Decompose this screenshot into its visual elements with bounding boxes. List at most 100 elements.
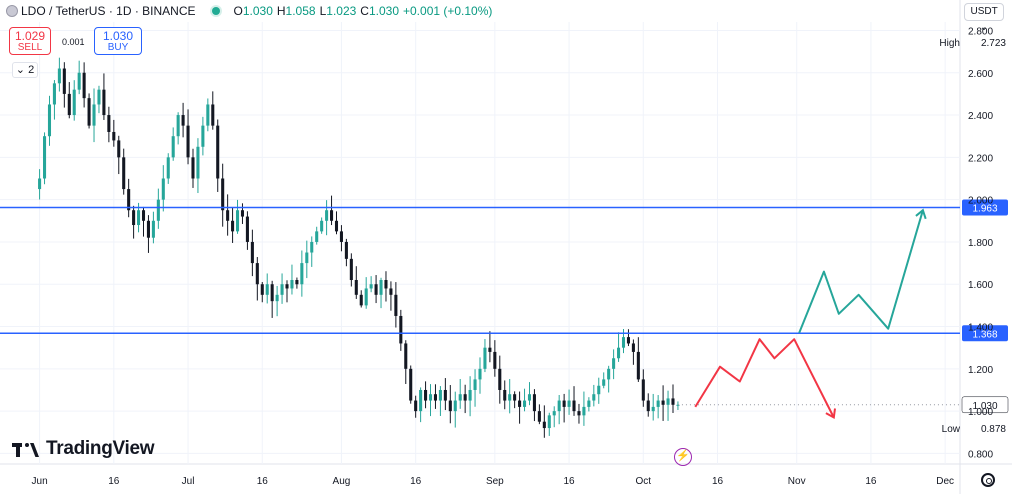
level-price-tag	[962, 325, 1008, 342]
candle-body	[122, 157, 126, 190]
x-tick-label: 16	[257, 476, 269, 487]
x-tick-label: 16	[410, 476, 422, 487]
currency-select[interactable]: USDT ⌄	[964, 3, 1004, 33]
candle-body	[651, 406, 655, 412]
buy-label: BUY	[107, 42, 129, 53]
candle-body	[626, 337, 630, 344]
currency-label: USDT	[970, 6, 998, 17]
candle-body	[151, 220, 155, 238]
chevron-down-icon: ⌄	[979, 22, 989, 33]
candle-body	[295, 280, 299, 285]
candle-body	[527, 394, 532, 401]
candle-body	[221, 178, 225, 211]
candle-body	[523, 400, 527, 407]
candle-body	[567, 400, 571, 407]
candle-body	[117, 140, 121, 158]
level-price-tag	[962, 199, 1008, 216]
x-tick-label: 16	[564, 476, 576, 487]
candle-body	[518, 400, 522, 407]
candle-body	[617, 347, 621, 359]
candle-body	[161, 178, 165, 200]
candle-body	[488, 347, 492, 352]
candle-body	[240, 210, 245, 217]
candle-body	[72, 89, 76, 116]
tradingview-logo-icon	[12, 440, 40, 458]
candle-body	[52, 83, 56, 105]
candle-body	[137, 210, 141, 226]
candle-body	[621, 337, 626, 348]
candle-body	[67, 93, 71, 116]
candle-body	[503, 389, 507, 401]
y-tick-label: 1.600	[968, 280, 993, 291]
level-price-label: 1.368	[972, 329, 997, 340]
candle-body	[43, 136, 47, 179]
candle-body	[191, 157, 195, 179]
candle-body	[315, 231, 319, 242]
legend-header: LDO / TetherUS · 1D · BINANCE O1.030 H1.…	[6, 4, 496, 18]
y-tick-label: 2.400	[968, 111, 993, 122]
candle-body	[245, 216, 249, 242]
tradingview-logo[interactable]: TradingView	[12, 438, 155, 460]
bullish-forecast-path	[798, 209, 924, 334]
close-value: 1.030	[368, 4, 399, 18]
y-tick-label: 2.200	[968, 153, 993, 164]
sell-button[interactable]: 1.029 SELL	[9, 27, 51, 55]
low-label: L	[319, 4, 327, 18]
collapse-indicators-button[interactable]: ⌄ 2	[12, 62, 38, 78]
open-label: O	[233, 4, 243, 18]
horizontal-levels[interactable]: 1.963 1.368 1.030	[0, 199, 1009, 414]
bearish-forecast-path-arrowhead	[825, 408, 836, 420]
candle-body	[226, 210, 230, 221]
open-value: 1.030	[242, 4, 273, 18]
price-axis[interactable]: 0.800 1.000 1.200 1.400 1.600 1.800 2.000 2.200…	[968, 26, 993, 460]
candle-body	[587, 400, 591, 407]
candle-body	[280, 284, 284, 295]
candle-body	[255, 263, 259, 285]
candle-body	[468, 389, 472, 401]
candle-body	[270, 284, 274, 302]
candle-body	[146, 220, 150, 238]
forecast-paths[interactable]	[694, 208, 927, 420]
last-price-label: 1.030	[972, 401, 997, 412]
candle-body	[552, 411, 556, 416]
buy-button[interactable]: 1.030 BUY	[94, 27, 142, 55]
low-stat-value: 0.878	[980, 424, 1006, 435]
candle-body	[325, 210, 329, 221]
y-tick-label: 2.600	[968, 69, 993, 80]
candle-body	[448, 400, 452, 412]
candle-body	[463, 394, 467, 401]
candle-body	[478, 368, 482, 380]
candle-body	[369, 284, 373, 289]
sell-price: 1.029	[14, 29, 46, 43]
candle-body	[532, 394, 536, 412]
x-tick-label: 16	[712, 476, 724, 487]
candle-body	[82, 72, 86, 99]
candle-body	[112, 131, 116, 141]
x-tick-label: Aug	[333, 476, 351, 487]
symbol-label[interactable]: LDO / TetherUS · 1D · BINANCE	[21, 4, 196, 18]
candle-body	[127, 189, 131, 211]
candle-body	[92, 104, 96, 126]
candle-body	[428, 394, 433, 401]
candle-body	[597, 385, 601, 395]
flash-icon[interactable]: ⚡	[674, 448, 692, 466]
candle-body	[671, 398, 675, 405]
candle-body	[399, 315, 403, 344]
gear-icon[interactable]	[981, 473, 995, 487]
candle-body	[97, 89, 101, 105]
candle-body	[57, 68, 61, 84]
time-axis[interactable]: Jun 16 Jul 16 Aug 16 Sep 16 Oct 16 Nov 16 Dec	[32, 476, 955, 487]
candle-body	[38, 178, 42, 190]
candle-body	[453, 400, 457, 412]
candle-body	[562, 400, 566, 407]
x-tick-label: Nov	[788, 476, 806, 487]
level-price-label: 1.963	[972, 203, 997, 214]
candle-body	[186, 125, 190, 158]
candle-body	[320, 220, 324, 232]
candle-body	[310, 241, 314, 253]
candle-body	[201, 125, 205, 147]
candle-body	[612, 358, 616, 369]
candle-body	[330, 210, 334, 221]
